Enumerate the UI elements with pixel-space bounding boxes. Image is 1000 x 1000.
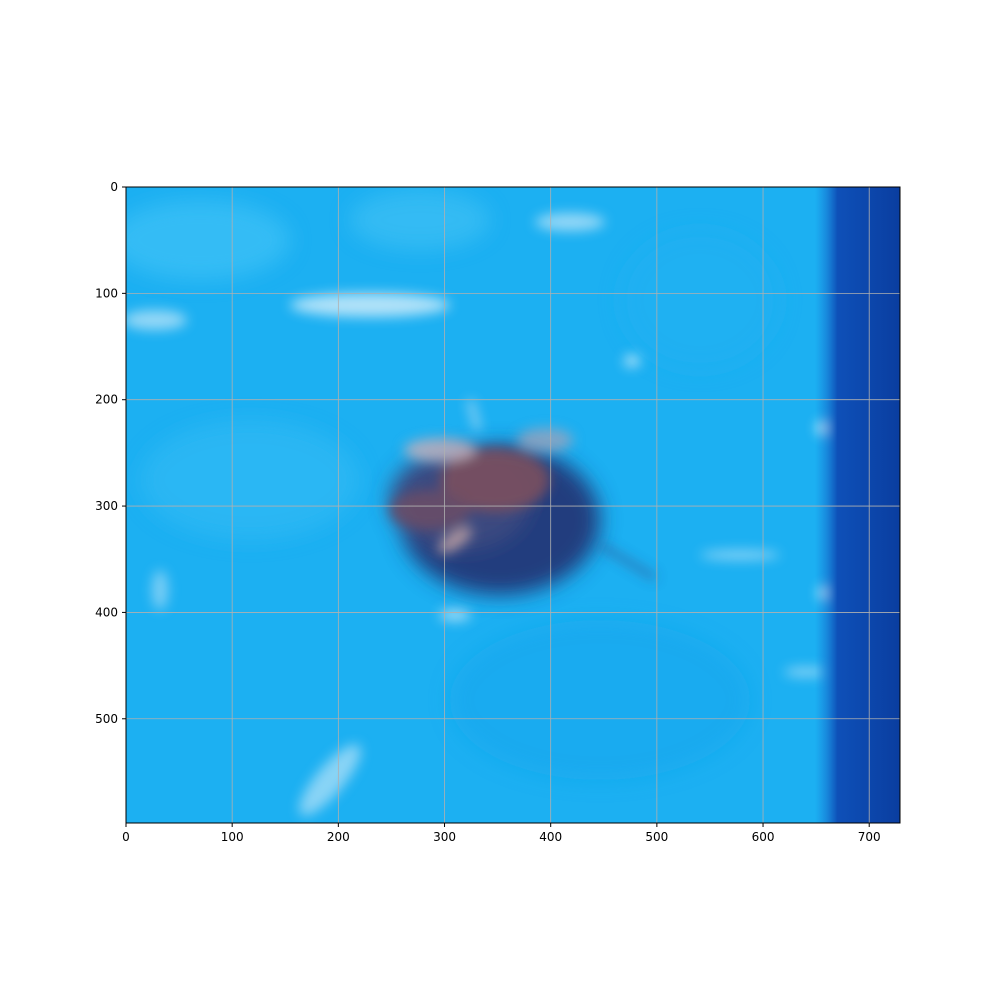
dark-edge [815, 187, 900, 823]
insect [390, 399, 657, 595]
y-tick-label: 200 [95, 393, 118, 407]
x-tick-label: 500 [645, 830, 668, 844]
grid-lines [126, 187, 900, 823]
y-tick-label: 500 [95, 712, 118, 726]
y-tick-label: 100 [95, 286, 118, 300]
y-axis: 0 100 200 300 400 500 [95, 180, 126, 726]
x-tick-label: 300 [433, 830, 456, 844]
y-tick-label: 300 [95, 499, 118, 513]
x-tick-label: 100 [221, 830, 244, 844]
x-tick-label: 700 [858, 830, 881, 844]
x-axis: 0 100 200 300 400 500 600 700 [122, 823, 881, 844]
x-tick-label: 600 [752, 830, 775, 844]
x-tick-label: 400 [539, 830, 562, 844]
y-tick-label: 0 [110, 180, 118, 194]
water-texture [126, 190, 780, 780]
x-tick-label: 200 [327, 830, 350, 844]
y-tick-label: 400 [95, 605, 118, 619]
x-tick-label: 0 [122, 830, 130, 844]
axes-frame [125, 186, 901, 824]
photo [126, 187, 900, 823]
